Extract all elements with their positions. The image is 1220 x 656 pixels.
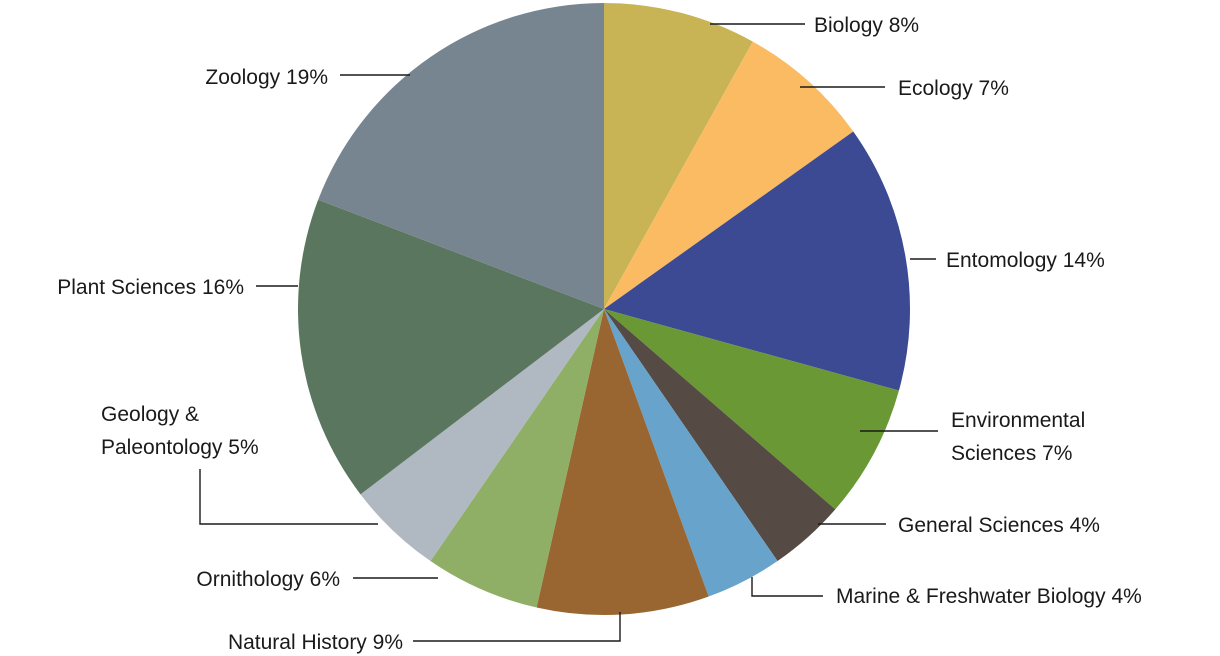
slice-label: Entomology 14% [946, 249, 1105, 272]
slice-label: General Sciences 4% [898, 514, 1100, 537]
leader-line [413, 612, 621, 642]
slice-label: Plant Sciences 16% [57, 276, 244, 299]
pie-slice [430, 309, 604, 608]
slice-labels: Biology 8% Ecology 7% Entomology 14% Enviro… [57, 14, 1142, 654]
pie-slice [604, 2, 753, 309]
leader-line [199, 469, 378, 525]
pie-slices [297, 2, 911, 616]
slice-label: Natural History 9% [228, 631, 403, 654]
slice-label: Geology & Paleontology 5% [101, 403, 259, 459]
slice-label: Marine & Freshwater Biology 4% [836, 585, 1142, 608]
leader-line [751, 577, 823, 597]
pie-slice [536, 309, 709, 616]
pie-slice [604, 131, 911, 391]
pie-slice [604, 41, 854, 309]
slice-label: Environmental Sciences 7% [951, 409, 1085, 465]
slice-label: Ornithology 6% [196, 568, 340, 591]
pie-slice [360, 309, 604, 562]
pie-slice [297, 199, 604, 495]
slice-label: Biology 8% [814, 14, 919, 37]
slice-label: Zoology 19% [205, 66, 328, 89]
pie-slice [604, 309, 836, 562]
pie-slice [604, 309, 899, 510]
leader-lines [199, 23, 938, 642]
pie-slice [604, 309, 778, 597]
slice-label: Ecology 7% [898, 77, 1009, 100]
pie-slice [318, 3, 604, 309]
